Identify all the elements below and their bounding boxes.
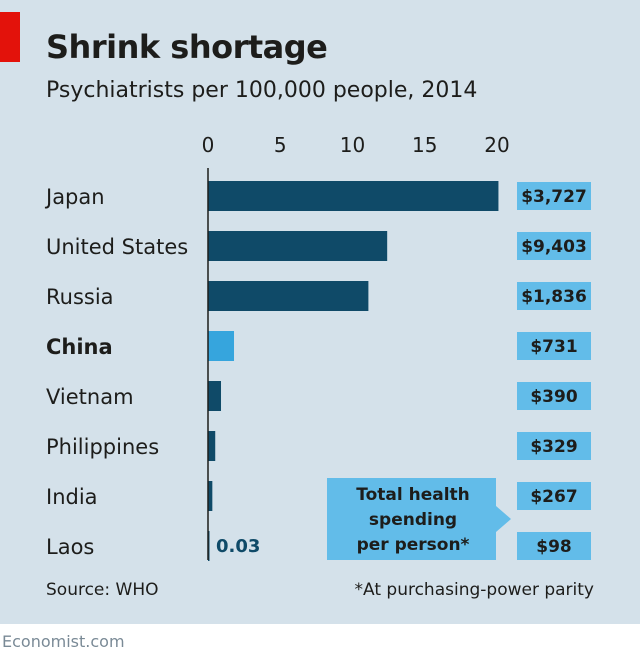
brand-red-tab bbox=[0, 12, 20, 62]
category-label-philippines: Philippines bbox=[46, 435, 159, 459]
category-label-vietnam: Vietnam bbox=[46, 385, 134, 409]
bar-philippines bbox=[208, 431, 216, 461]
spending-label-india: $267 bbox=[530, 487, 577, 507]
bar-chart: 0 5 10 15 20 Japan United States Russia China Vie… bbox=[44, 133, 591, 561]
data-label-laos: 0.03 bbox=[216, 536, 260, 557]
category-label-japan: Japan bbox=[44, 185, 105, 209]
spending-box-russia bbox=[517, 282, 591, 310]
bar-united-states bbox=[208, 231, 388, 261]
chart-background bbox=[0, 0, 640, 624]
chart-title: Shrink shortage bbox=[46, 28, 328, 66]
spending-legend-label: per person* bbox=[357, 535, 470, 555]
category-label-united-states: United States bbox=[46, 235, 188, 259]
chart-subtitle: Psychiatrists per 100,000 people, 2014 bbox=[46, 78, 478, 103]
spending-box-india bbox=[517, 482, 591, 510]
source-note: Source: WHO bbox=[46, 580, 159, 600]
x-tick-label: 0 bbox=[202, 133, 215, 157]
spending-box-china bbox=[517, 332, 591, 360]
spending-legend-label: spending bbox=[369, 510, 457, 530]
spending-box-laos bbox=[517, 532, 591, 560]
x-tick-label: 5 bbox=[274, 133, 287, 157]
bar-russia bbox=[208, 281, 369, 311]
x-tick-label: 10 bbox=[340, 133, 365, 157]
spending-label-united-states: $9,403 bbox=[521, 237, 587, 257]
footnote: *At purchasing-power parity bbox=[354, 580, 595, 600]
bar-japan bbox=[208, 181, 499, 211]
bar-china bbox=[208, 331, 235, 361]
category-label-laos: Laos bbox=[46, 535, 94, 559]
spending-label-china: $731 bbox=[530, 337, 577, 357]
x-tick-label: 15 bbox=[412, 133, 437, 157]
spending-label-laos: $98 bbox=[536, 537, 572, 557]
category-label-china: China bbox=[46, 335, 113, 359]
category-label-russia: Russia bbox=[46, 285, 114, 309]
spending-label-vietnam: $390 bbox=[530, 387, 577, 407]
bar-vietnam bbox=[208, 381, 222, 411]
economist-brand: Economist.com bbox=[2, 632, 125, 651]
spending-label-philippines: $329 bbox=[530, 437, 577, 457]
spending-box-philippines bbox=[517, 432, 591, 460]
spending-box-vietnam bbox=[517, 382, 591, 410]
spending-legend-label: Total health bbox=[356, 485, 470, 505]
spending-legend-callout bbox=[327, 478, 511, 560]
spending-label-japan: $3,727 bbox=[521, 187, 587, 207]
spending-box-united-states bbox=[517, 232, 591, 260]
category-label-india: India bbox=[46, 485, 98, 509]
bar-india bbox=[208, 481, 213, 511]
spending-box-japan bbox=[517, 182, 591, 210]
spending-label-russia: $1,836 bbox=[521, 287, 587, 307]
x-tick-label: 20 bbox=[484, 133, 509, 157]
